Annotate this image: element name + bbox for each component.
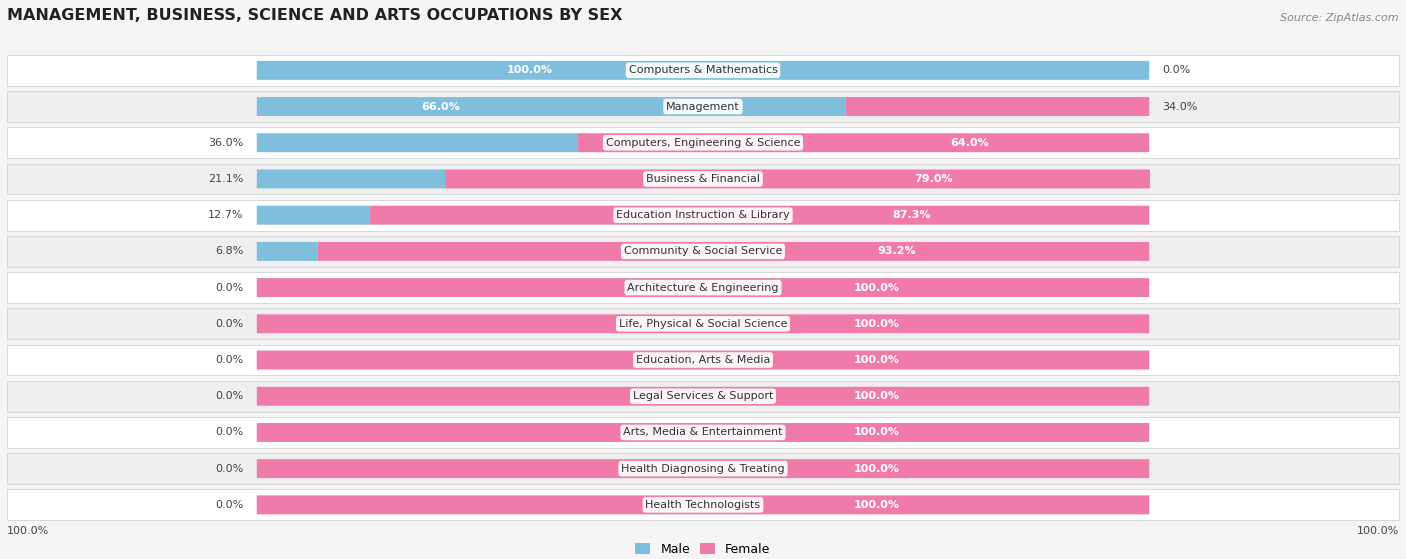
FancyBboxPatch shape bbox=[257, 423, 1149, 442]
FancyBboxPatch shape bbox=[257, 314, 1149, 333]
FancyBboxPatch shape bbox=[7, 490, 1399, 520]
Text: 93.2%: 93.2% bbox=[877, 247, 917, 257]
Text: 0.0%: 0.0% bbox=[215, 355, 243, 365]
FancyBboxPatch shape bbox=[7, 272, 1399, 303]
Text: 21.1%: 21.1% bbox=[208, 174, 243, 184]
FancyBboxPatch shape bbox=[257, 278, 1149, 297]
Text: 100.0%: 100.0% bbox=[853, 463, 900, 473]
FancyBboxPatch shape bbox=[257, 97, 1149, 116]
Text: 100.0%: 100.0% bbox=[853, 355, 900, 365]
Text: 36.0%: 36.0% bbox=[208, 138, 243, 148]
FancyBboxPatch shape bbox=[257, 459, 1149, 478]
FancyBboxPatch shape bbox=[257, 61, 1149, 80]
FancyBboxPatch shape bbox=[257, 350, 1149, 369]
Text: Education, Arts & Media: Education, Arts & Media bbox=[636, 355, 770, 365]
FancyBboxPatch shape bbox=[257, 134, 578, 152]
FancyBboxPatch shape bbox=[257, 169, 446, 188]
FancyBboxPatch shape bbox=[7, 236, 1399, 267]
Text: Computers, Engineering & Science: Computers, Engineering & Science bbox=[606, 138, 800, 148]
Text: 100.0%: 100.0% bbox=[853, 500, 900, 510]
Text: 79.0%: 79.0% bbox=[914, 174, 953, 184]
FancyBboxPatch shape bbox=[257, 242, 1149, 261]
FancyBboxPatch shape bbox=[370, 206, 1149, 225]
Text: MANAGEMENT, BUSINESS, SCIENCE AND ARTS OCCUPATIONS BY SEX: MANAGEMENT, BUSINESS, SCIENCE AND ARTS O… bbox=[7, 8, 623, 23]
FancyBboxPatch shape bbox=[318, 242, 1149, 261]
FancyBboxPatch shape bbox=[257, 134, 1149, 152]
Text: Architecture & Engineering: Architecture & Engineering bbox=[627, 283, 779, 292]
Text: Health Technologists: Health Technologists bbox=[645, 500, 761, 510]
Text: Management: Management bbox=[666, 102, 740, 112]
FancyBboxPatch shape bbox=[257, 206, 1149, 225]
Text: 100.0%: 100.0% bbox=[853, 391, 900, 401]
Text: 87.3%: 87.3% bbox=[893, 210, 931, 220]
FancyBboxPatch shape bbox=[257, 314, 1149, 333]
FancyBboxPatch shape bbox=[257, 459, 1149, 478]
Text: 0.0%: 0.0% bbox=[215, 283, 243, 292]
Text: Life, Physical & Social Science: Life, Physical & Social Science bbox=[619, 319, 787, 329]
FancyBboxPatch shape bbox=[7, 453, 1399, 484]
FancyBboxPatch shape bbox=[7, 309, 1399, 339]
FancyBboxPatch shape bbox=[578, 134, 1149, 152]
FancyBboxPatch shape bbox=[7, 381, 1399, 411]
Text: Legal Services & Support: Legal Services & Support bbox=[633, 391, 773, 401]
Text: Business & Financial: Business & Financial bbox=[645, 174, 761, 184]
FancyBboxPatch shape bbox=[257, 423, 1149, 442]
Legend: Male, Female: Male, Female bbox=[636, 543, 770, 556]
FancyBboxPatch shape bbox=[257, 350, 1149, 369]
FancyBboxPatch shape bbox=[257, 495, 1149, 514]
FancyBboxPatch shape bbox=[7, 345, 1399, 376]
Text: Education Instruction & Library: Education Instruction & Library bbox=[616, 210, 790, 220]
Text: Arts, Media & Entertainment: Arts, Media & Entertainment bbox=[623, 428, 783, 438]
Text: Community & Social Service: Community & Social Service bbox=[624, 247, 782, 257]
Text: 100.0%: 100.0% bbox=[506, 65, 553, 75]
Text: 0.0%: 0.0% bbox=[215, 500, 243, 510]
Text: 0.0%: 0.0% bbox=[1163, 65, 1191, 75]
FancyBboxPatch shape bbox=[257, 61, 1149, 80]
Text: 64.0%: 64.0% bbox=[950, 138, 990, 148]
FancyBboxPatch shape bbox=[7, 127, 1399, 158]
FancyBboxPatch shape bbox=[7, 164, 1399, 195]
FancyBboxPatch shape bbox=[846, 97, 1149, 116]
Text: 0.0%: 0.0% bbox=[215, 319, 243, 329]
FancyBboxPatch shape bbox=[257, 206, 370, 225]
FancyBboxPatch shape bbox=[7, 200, 1399, 230]
Text: 66.0%: 66.0% bbox=[422, 102, 461, 112]
Text: 12.7%: 12.7% bbox=[208, 210, 243, 220]
FancyBboxPatch shape bbox=[257, 387, 1149, 406]
Text: 100.0%: 100.0% bbox=[7, 526, 49, 536]
FancyBboxPatch shape bbox=[7, 55, 1399, 86]
FancyBboxPatch shape bbox=[257, 387, 1149, 406]
Text: 0.0%: 0.0% bbox=[215, 463, 243, 473]
FancyBboxPatch shape bbox=[446, 169, 1150, 188]
Text: 34.0%: 34.0% bbox=[1163, 102, 1198, 112]
Text: 0.0%: 0.0% bbox=[215, 428, 243, 438]
FancyBboxPatch shape bbox=[7, 91, 1399, 122]
FancyBboxPatch shape bbox=[257, 495, 1149, 514]
Text: Source: ZipAtlas.com: Source: ZipAtlas.com bbox=[1281, 13, 1399, 23]
FancyBboxPatch shape bbox=[257, 169, 1149, 188]
FancyBboxPatch shape bbox=[257, 278, 1149, 297]
Text: 100.0%: 100.0% bbox=[853, 319, 900, 329]
Text: 100.0%: 100.0% bbox=[1357, 526, 1399, 536]
Text: Health Diagnosing & Treating: Health Diagnosing & Treating bbox=[621, 463, 785, 473]
Text: 0.0%: 0.0% bbox=[215, 391, 243, 401]
FancyBboxPatch shape bbox=[257, 97, 846, 116]
Text: 6.8%: 6.8% bbox=[215, 247, 243, 257]
FancyBboxPatch shape bbox=[7, 417, 1399, 448]
Text: Computers & Mathematics: Computers & Mathematics bbox=[628, 65, 778, 75]
FancyBboxPatch shape bbox=[257, 242, 318, 261]
Text: 100.0%: 100.0% bbox=[853, 283, 900, 292]
Text: 100.0%: 100.0% bbox=[853, 428, 900, 438]
